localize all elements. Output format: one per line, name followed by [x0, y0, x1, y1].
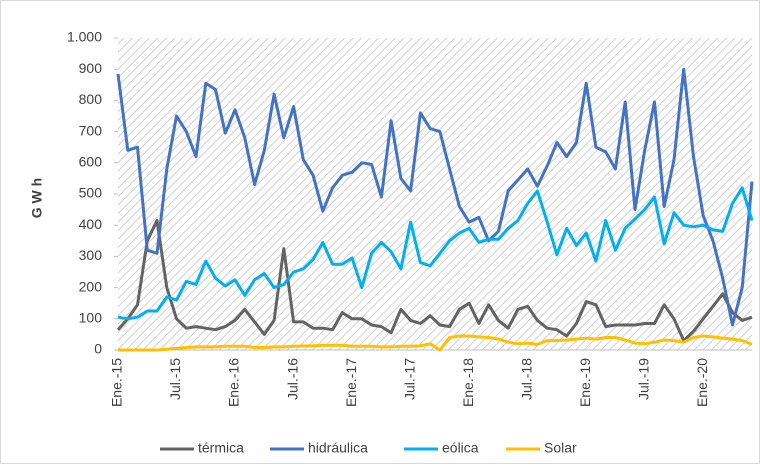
x-tick-label: Jul.-18 [518, 358, 534, 400]
y-tick-label: 100 [79, 310, 103, 326]
y-tick-label: 900 [79, 60, 103, 76]
y-tick-label: 1.000 [67, 29, 102, 45]
x-tick-label: Ene.-19 [577, 358, 593, 407]
legend-label: Solar [544, 440, 577, 456]
y-tick-label: 400 [79, 216, 103, 232]
series-line [117, 186, 754, 321]
legend-label: hidráulica [308, 440, 368, 456]
x-tick-label: Jul.-15 [167, 358, 183, 400]
x-tick-label: Ene.-18 [460, 358, 476, 407]
y-axis-title: G W h [29, 178, 45, 218]
y-tick-label: 300 [79, 247, 103, 263]
legend-label: eólica [442, 440, 479, 456]
y-tick-label: 200 [79, 278, 103, 294]
y-tick-label: 800 [79, 91, 103, 107]
x-tick-label: Ene.-20 [694, 358, 710, 407]
x-tick-label: Ene.-16 [226, 358, 242, 407]
y-tick-label: 0 [94, 341, 102, 357]
legend-label: térmica [198, 440, 244, 456]
plot-area [118, 38, 752, 350]
x-tick-label: Jul.-19 [635, 358, 651, 400]
y-tick-label: 700 [79, 122, 103, 138]
x-tick-label: Jul.-17 [401, 358, 417, 400]
series-line [116, 67, 754, 327]
y-tick-label: 500 [79, 185, 103, 201]
x-tick-label: Jul.-16 [284, 358, 300, 400]
y-tick-label: 600 [79, 154, 103, 170]
x-tick-label: Ene.-17 [343, 358, 359, 407]
series-line [118, 334, 753, 352]
series-line [116, 219, 753, 343]
x-tick-label: Ene.-15 [109, 358, 125, 407]
